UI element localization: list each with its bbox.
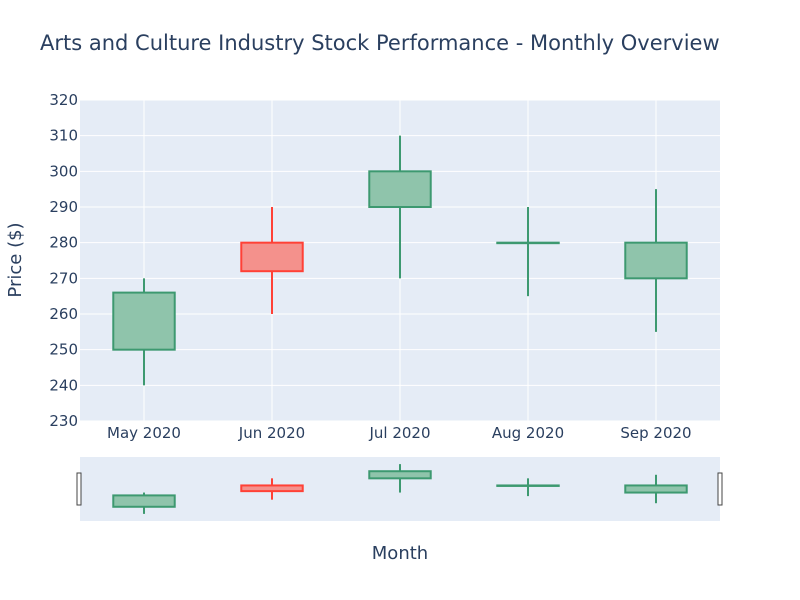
range-slider-preview xyxy=(112,464,688,514)
y-tick-label: 320 xyxy=(49,91,78,109)
x-axis-title: Month xyxy=(372,543,428,564)
slider-candle-body xyxy=(496,484,560,487)
slider-candle xyxy=(112,492,176,514)
chart-title: Arts and Culture Industry Stock Performa… xyxy=(40,31,720,55)
y-tick-label: 230 xyxy=(49,412,78,430)
y-tick-label: 300 xyxy=(49,162,78,180)
candles xyxy=(112,135,688,386)
candle-body xyxy=(496,241,560,245)
candle xyxy=(112,278,176,386)
candle-body xyxy=(624,241,688,280)
x-tick-label: Sep 2020 xyxy=(620,424,691,442)
slider-candle-body xyxy=(624,484,688,494)
x-tick-label: May 2020 xyxy=(107,424,181,442)
x-tick-label: Jul 2020 xyxy=(368,424,430,442)
y-tick-label: 290 xyxy=(49,198,78,216)
y-tick-label: 270 xyxy=(49,269,78,287)
candle xyxy=(624,189,688,332)
y-axis-title: Price ($) xyxy=(5,222,26,297)
slider-candle xyxy=(496,478,560,497)
x-tick-label: Aug 2020 xyxy=(492,424,564,442)
y-tick-label: 260 xyxy=(49,305,78,323)
candle-body xyxy=(112,291,176,351)
candle xyxy=(496,207,560,297)
slider-candle-body xyxy=(112,494,176,508)
slider-candle-body xyxy=(240,484,304,493)
range-slider-left-handle[interactable] xyxy=(76,472,82,506)
slider-candle-body xyxy=(368,470,432,480)
y-tick-label: 240 xyxy=(49,376,78,394)
candle-body xyxy=(240,241,304,273)
slider-candle xyxy=(624,474,688,504)
y-axis-ticks: 230 240 250 260 270 280 290 300 310 320 xyxy=(49,91,78,430)
y-tick-label: 280 xyxy=(49,234,78,252)
candle xyxy=(240,207,304,314)
y-tick-label: 310 xyxy=(49,127,78,145)
candle-body xyxy=(368,170,432,208)
candle xyxy=(368,135,432,279)
x-tick-label: Jun 2020 xyxy=(238,424,305,442)
y-tick-label: 250 xyxy=(49,341,78,359)
range-slider-right-handle[interactable] xyxy=(717,472,723,506)
slider-candle xyxy=(240,478,304,500)
x-axis-ticks: May 2020 Jun 2020 Jul 2020 Aug 2020 Sep 2020 xyxy=(107,424,692,442)
slider-candle xyxy=(368,464,432,493)
